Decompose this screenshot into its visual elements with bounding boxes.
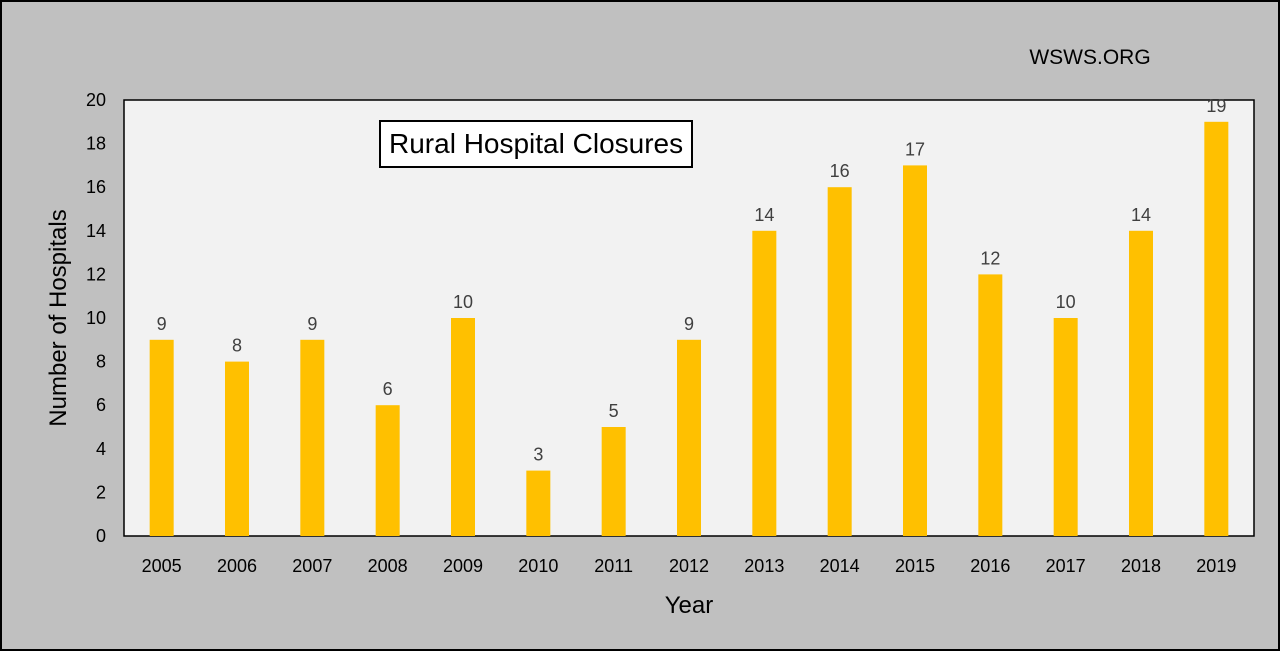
x-tick-label-2007: 2007	[292, 556, 332, 576]
x-axis-title: Year	[665, 592, 714, 619]
x-tick-label-2015: 2015	[895, 556, 935, 576]
x-tick-label-2013: 2013	[744, 556, 784, 576]
bar-2006	[225, 361, 249, 536]
x-tick-label-2006: 2006	[217, 556, 257, 576]
bar-2017	[1053, 318, 1078, 536]
data-label-2015: 17	[905, 139, 925, 159]
x-tick-label-2005: 2005	[142, 556, 182, 576]
data-label-2014: 16	[830, 161, 850, 181]
watermark-text: WSWS.ORG	[1029, 46, 1150, 69]
x-tick-label-2012: 2012	[669, 556, 709, 576]
bar-2011	[601, 427, 626, 536]
bars	[149, 121, 1229, 537]
bar-2013	[752, 230, 777, 537]
bar-2009	[451, 318, 475, 536]
data-label-2016: 12	[980, 248, 1000, 268]
y-tick-label-18: 18	[86, 134, 106, 154]
y-tick-label-8: 8	[96, 352, 106, 372]
data-label-2012: 9	[684, 314, 694, 334]
data-label-2010: 3	[533, 445, 543, 465]
data-label-2013: 14	[754, 205, 774, 225]
data-label-2008: 6	[383, 379, 393, 399]
x-axis-ticks: 2005 2006 2007 2008 2009 2010 2011 2012 2013 2014…	[142, 556, 1237, 576]
bar-2015	[903, 165, 927, 536]
data-label-2007: 9	[307, 314, 317, 334]
y-tick-label-16: 16	[86, 177, 106, 197]
x-tick-label-2016: 2016	[970, 556, 1010, 576]
x-tick-label-2011: 2011	[594, 556, 633, 576]
y-tick-label-12: 12	[86, 264, 106, 284]
data-label-2017: 10	[1056, 292, 1076, 312]
y-tick-label-0: 0	[96, 526, 106, 546]
x-tick-label-2010: 2010	[518, 556, 558, 576]
data-label-2006: 8	[232, 336, 242, 356]
bar-2008	[375, 405, 400, 536]
x-tick-label-2019: 2019	[1196, 556, 1236, 576]
bar-2016	[978, 274, 1003, 536]
y-tick-label-2: 2	[96, 482, 106, 502]
bar-2010	[526, 470, 551, 536]
bar-2019	[1204, 121, 1229, 537]
chart-title: Rural Hospital Closures	[379, 120, 694, 168]
y-tick-label-20: 20	[86, 90, 106, 110]
data-label-2019: 19	[1206, 96, 1226, 116]
bar-2005	[149, 339, 174, 536]
bar-2007	[300, 339, 325, 536]
x-tick-label-2014: 2014	[820, 556, 860, 576]
x-tick-label-2009: 2009	[443, 556, 483, 576]
data-label-2009: 10	[453, 292, 473, 312]
y-tick-label-14: 14	[86, 221, 106, 241]
y-tick-label-4: 4	[96, 439, 106, 459]
y-axis-ticks: 0 2 4 6 8 10 12 14 16 18 20	[86, 90, 106, 546]
x-tick-label-2017: 2017	[1046, 556, 1086, 576]
x-tick-label-2008: 2008	[368, 556, 408, 576]
y-axis-title: Number of Hospitals	[45, 209, 72, 426]
data-labels: 9 8 9 6 10 3 5 9 14 16 17 12 10 14 19	[157, 96, 1227, 465]
bar-2014	[827, 187, 852, 536]
data-label-2018: 14	[1131, 205, 1151, 225]
y-tick-label-10: 10	[86, 308, 106, 328]
data-label-2005: 9	[157, 314, 167, 334]
y-tick-label-6: 6	[96, 395, 106, 415]
x-tick-label-2018: 2018	[1121, 556, 1161, 576]
bar-2018	[1129, 230, 1153, 537]
bar-2012	[677, 339, 701, 536]
data-label-2011: 5	[609, 401, 619, 421]
